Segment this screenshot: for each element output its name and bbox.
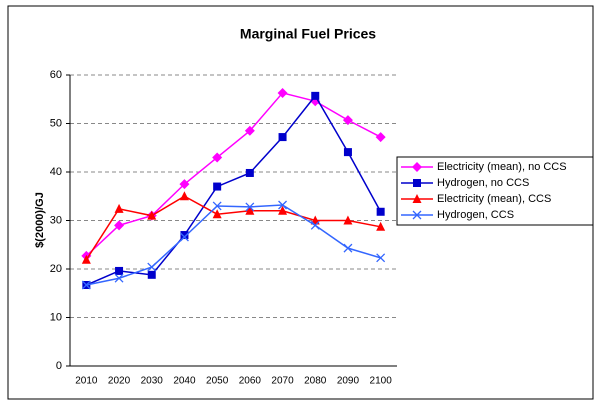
marker bbox=[376, 253, 386, 263]
marker bbox=[147, 262, 157, 272]
marker bbox=[412, 194, 422, 203]
marker bbox=[311, 91, 320, 100]
marker bbox=[81, 280, 91, 290]
marker bbox=[179, 179, 190, 190]
marker bbox=[114, 273, 124, 283]
x-tick-label: 2080 bbox=[304, 376, 327, 387]
marker bbox=[278, 133, 287, 142]
x-tick-label: 2090 bbox=[337, 376, 360, 387]
chart-title: Marginal Fuel Prices bbox=[240, 26, 376, 42]
marker bbox=[412, 162, 422, 172]
y-tick-label: 60 bbox=[50, 69, 62, 81]
x-tick-label: 2030 bbox=[141, 376, 164, 387]
marker bbox=[114, 220, 125, 231]
marker bbox=[212, 152, 223, 163]
marker bbox=[413, 179, 421, 187]
marker bbox=[244, 125, 255, 136]
marker bbox=[180, 231, 189, 240]
marker bbox=[278, 205, 288, 215]
marker bbox=[114, 203, 124, 213]
legend-label: Electricity (mean), no CCS bbox=[437, 161, 567, 173]
marker bbox=[245, 205, 255, 215]
marker bbox=[343, 215, 353, 225]
marker bbox=[376, 207, 385, 216]
marker bbox=[115, 266, 124, 275]
marker bbox=[245, 202, 255, 212]
marker bbox=[412, 210, 422, 220]
y-tick-label: 40 bbox=[50, 166, 62, 178]
marker bbox=[277, 87, 288, 98]
marker bbox=[179, 232, 189, 242]
marker bbox=[376, 221, 386, 231]
x-tick-label: 2010 bbox=[75, 376, 98, 387]
x-tick-label: 2040 bbox=[173, 376, 196, 387]
marker bbox=[343, 243, 353, 253]
marker bbox=[342, 115, 353, 126]
legend-box bbox=[396, 156, 594, 226]
legend-label: Hydrogen, no CCS bbox=[437, 177, 529, 189]
y-tick-label: 30 bbox=[50, 214, 62, 226]
x-tick-label: 2100 bbox=[370, 376, 393, 387]
marker bbox=[213, 182, 222, 191]
marker bbox=[81, 254, 91, 264]
x-tick-label: 2060 bbox=[239, 376, 262, 387]
marker bbox=[212, 201, 222, 211]
x-tick-label: 2050 bbox=[206, 376, 229, 387]
marker bbox=[343, 148, 352, 157]
x-tick-label: 2070 bbox=[271, 376, 294, 387]
x-tick-label: 2020 bbox=[108, 376, 131, 387]
y-tick-label: 0 bbox=[56, 360, 62, 372]
y-axis-label: $(2000)/GJ bbox=[34, 192, 46, 248]
series-line bbox=[85, 195, 381, 261]
marker bbox=[375, 132, 386, 143]
y-tick-label: 20 bbox=[50, 263, 62, 275]
marker bbox=[179, 191, 189, 201]
marker bbox=[147, 270, 156, 279]
legend-label: Hydrogen, CCS bbox=[437, 209, 514, 221]
y-tick-label: 50 bbox=[50, 117, 62, 129]
series-line bbox=[86, 204, 381, 286]
marker bbox=[310, 220, 320, 230]
marker bbox=[212, 209, 222, 219]
marker bbox=[147, 210, 157, 220]
marker bbox=[278, 200, 288, 210]
marker bbox=[245, 168, 254, 177]
y-tick-label: 10 bbox=[50, 311, 62, 323]
series-line bbox=[85, 92, 381, 257]
legend-label: Electricity (mean), CCS bbox=[437, 193, 551, 205]
